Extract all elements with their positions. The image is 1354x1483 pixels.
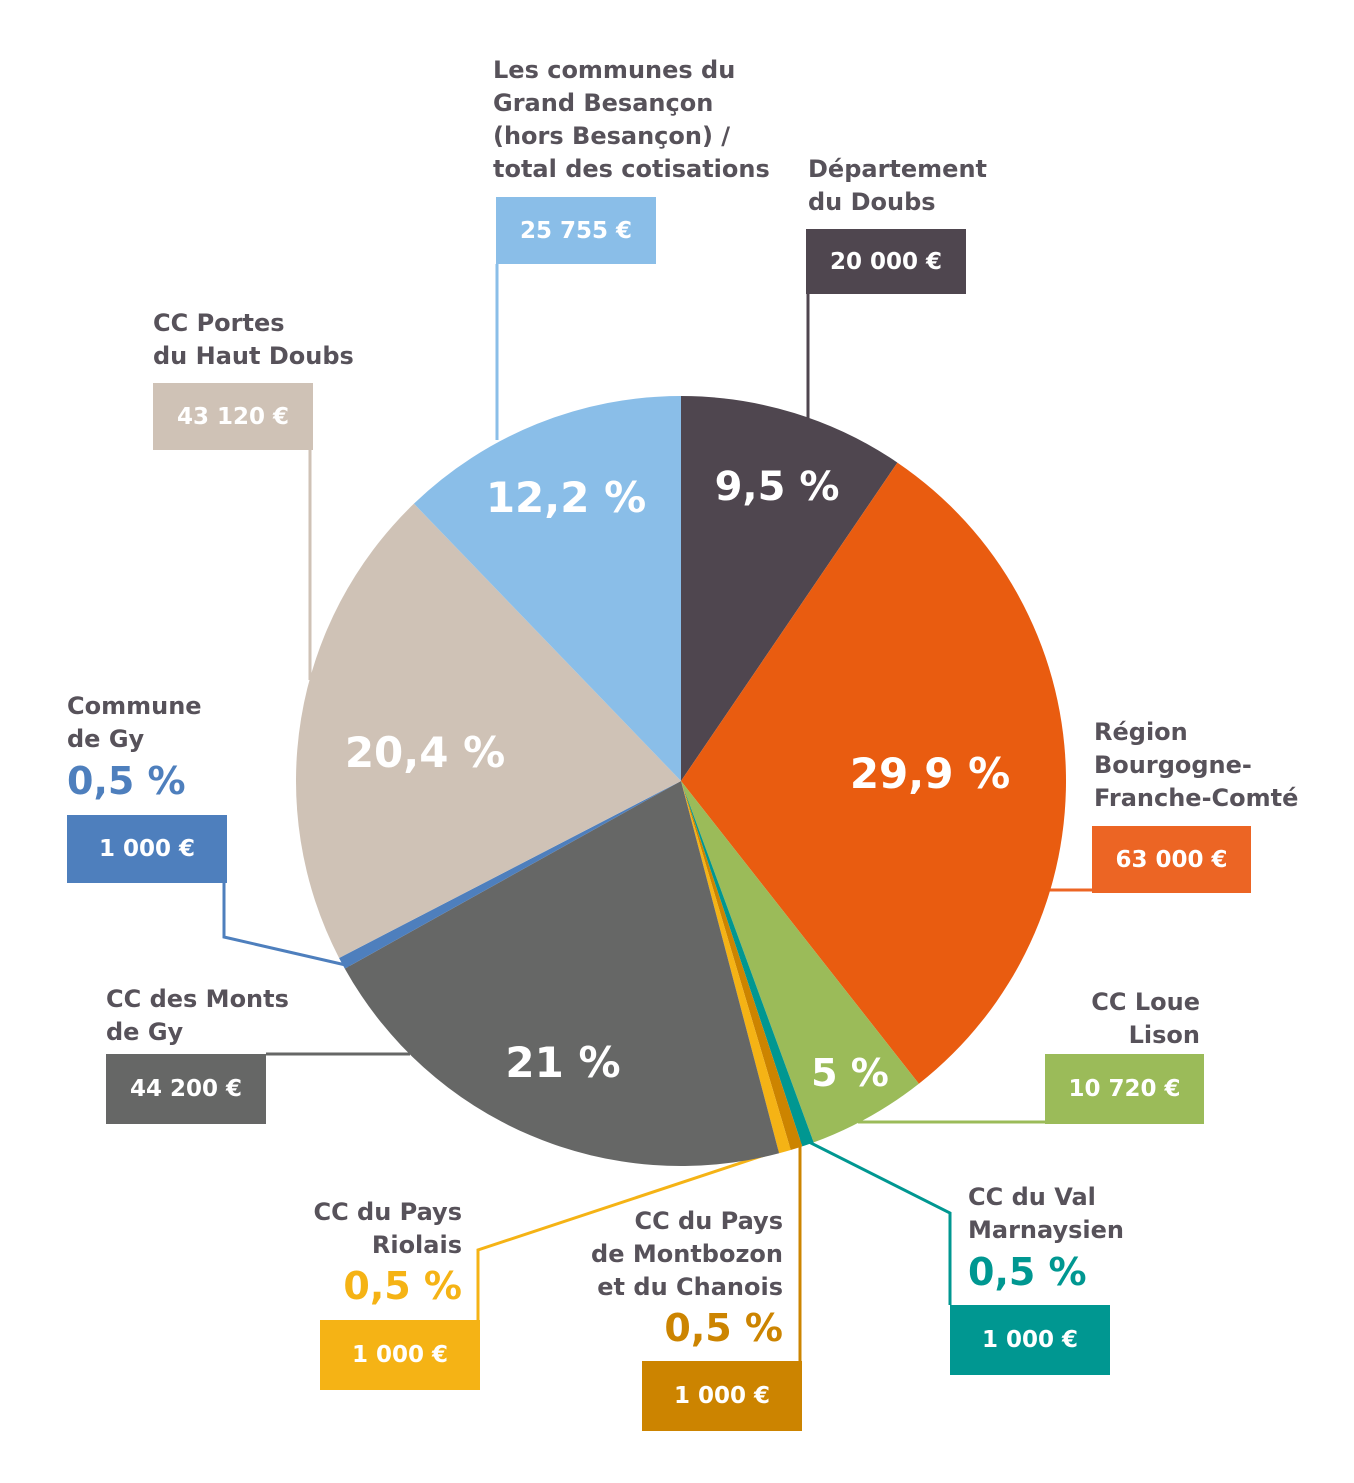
slice-pct-label-portes: 20,4 % — [345, 728, 505, 777]
amount-box-cc-monts-de-gy: 44 200 € — [106, 1054, 266, 1124]
slice-pct-label-reg: 29,9 % — [850, 749, 1010, 798]
pie-slice-loue — [681, 781, 919, 1143]
amount-box-region-bfc: 63 000 € — [1092, 826, 1251, 893]
amount-box-cc-montbozon-chanois: 1 000 € — [642, 1361, 802, 1431]
slice-pct-label-grand: 12,2 % — [486, 473, 646, 522]
pie-slice-grand — [413, 396, 681, 781]
pie-slice-val — [681, 781, 814, 1147]
label-region-bfc: Région Bourgogne- Franche-Comté — [1094, 718, 1299, 812]
amount-box-grand-besancon: 25 755 € — [496, 197, 656, 264]
amount-box-cc-val-marnaysien: 1 000 € — [950, 1305, 1110, 1375]
label-cc-pays-riolais: CC du Pays Riolais — [313, 1198, 462, 1259]
label-departement-doubs: Département du Doubs — [808, 155, 988, 216]
label-cc-loue-lison: CC Loue Lison — [1091, 988, 1200, 1049]
label-grand-besancon: Les communes du Grand Besançon (hors Bes… — [493, 56, 770, 183]
label-cc-montbozon-chanois: CC du Pays de Montbozon et du Chanois — [591, 1207, 783, 1301]
slice-pct-label-dep: 9,5 % — [715, 464, 840, 510]
label-commune-de-gy: Commune de Gy — [67, 692, 202, 753]
pct-cc-montbozon-chanois: 0,5 % — [664, 1306, 783, 1350]
pct-commune-de-gy: 0,5 % — [67, 759, 186, 803]
pie-slice-rio — [681, 781, 791, 1154]
pct-cc-pays-riolais: 0,5 % — [343, 1264, 462, 1308]
slice-pct-label-loue: 5 % — [811, 1051, 889, 1095]
leader-line-rio — [476, 1143, 796, 1320]
label-cc-portes-haut-doubs: CC Portes du Haut Doubs — [153, 309, 354, 370]
label-cc-val-marnaysien: CC du Val Marnaysien — [968, 1183, 1124, 1244]
pie-slice-monts — [344, 781, 780, 1167]
amount-box-cc-pays-riolais: 1 000 € — [320, 1320, 480, 1390]
amount-box-departement-doubs: 20 000 € — [806, 229, 966, 294]
pct-cc-val-marnaysien: 0,5 % — [968, 1250, 1087, 1294]
pie-slice-dep — [681, 396, 898, 781]
slice-pct-label-monts: 21 % — [505, 1038, 620, 1087]
pie-slice-reg — [681, 462, 1067, 1084]
label-cc-monts-de-gy: CC des Monts de Gy — [106, 985, 289, 1046]
pie-slice-mont — [681, 781, 803, 1151]
amount-box-cc-portes-haut-doubs: 43 120 € — [153, 383, 313, 450]
amount-box-cc-loue-lison: 10 720 € — [1045, 1054, 1204, 1124]
leader-line-gy — [222, 883, 351, 968]
amount-box-commune-de-gy: 1 000 € — [67, 815, 227, 883]
pie-slice-gy — [339, 781, 681, 969]
leader-line-val — [804, 1138, 952, 1305]
pie-slice-portes — [295, 503, 681, 958]
